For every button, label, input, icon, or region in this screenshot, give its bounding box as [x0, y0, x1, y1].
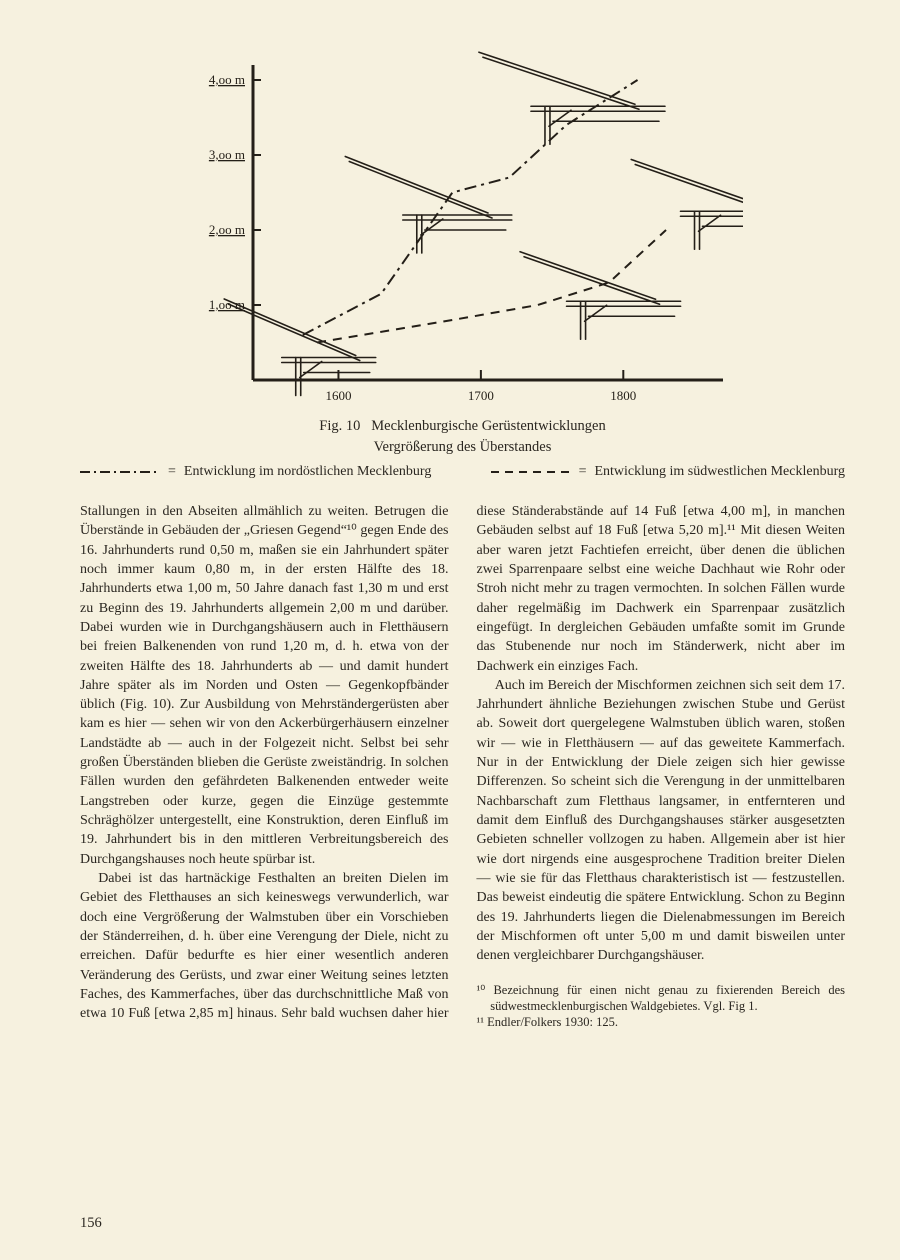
figure-10-caption: Fig. 10 Mecklenburgische Gerüstentwicklu… — [80, 416, 845, 458]
svg-text:4,oo m: 4,oo m — [208, 72, 244, 87]
figure-10: 1600 1700 1800 1,oo m 2,oo m 3,oo m 4,oo m Fig… — [80, 50, 845, 480]
page-number: 156 — [80, 1215, 102, 1232]
figure-number: Fig. 10 — [319, 418, 360, 434]
legend-eq: = — [168, 464, 176, 480]
svg-text:1600: 1600 — [325, 388, 351, 403]
svg-text:1700: 1700 — [467, 388, 493, 403]
legend-ne-label: Entwicklung im nordöstlichen Mecklenburg — [184, 464, 431, 480]
legend-entry-ne: = Entwicklung im nordöstlichen Mecklenbu… — [80, 464, 431, 480]
figure-10-svg: 1600 1700 1800 1,oo m 2,oo m 3,oo m 4,oo m — [183, 50, 743, 410]
footnote-10: ¹⁰ Bezeichnung für einen nicht genau zu … — [477, 982, 846, 1015]
figure-10-legend: = Entwicklung im nordöstlichen Mecklenbu… — [80, 464, 845, 480]
svg-text:1,oo m: 1,oo m — [208, 297, 244, 312]
legend-eq: = — [579, 464, 587, 480]
para-3: Auch im Bereich der Mischformen zeichnen… — [477, 676, 846, 966]
legend-swatch-sw — [491, 467, 571, 477]
legend-sw-label: Entwicklung im südwestlichen Mecklenburg — [594, 464, 845, 480]
footnote-11: ¹¹ Endler/Folkers 1930: 125. — [477, 1014, 846, 1030]
figure-subtitle: Vergrößerung des Überstandes — [374, 439, 552, 455]
svg-text:3,oo m: 3,oo m — [208, 147, 244, 162]
figure-10-chart: 1600 1700 1800 1,oo m 2,oo m 3,oo m 4,oo m — [80, 50, 845, 410]
figure-title: Mecklenburgische Gerüstentwicklungen — [371, 418, 606, 434]
para-1: Stallungen in den Abseiten allmählich zu… — [80, 502, 449, 869]
body-text-columns: Stallungen in den Abseiten allmählich zu… — [80, 502, 845, 1030]
svg-text:2,oo m: 2,oo m — [208, 222, 244, 237]
footnotes: ¹⁰ Bezeichnung für einen nicht genau zu … — [477, 982, 846, 1031]
legend-entry-sw: = Entwicklung im südwestlichen Mecklenbu… — [491, 464, 845, 480]
svg-text:1800: 1800 — [610, 388, 636, 403]
legend-swatch-ne — [80, 467, 160, 477]
